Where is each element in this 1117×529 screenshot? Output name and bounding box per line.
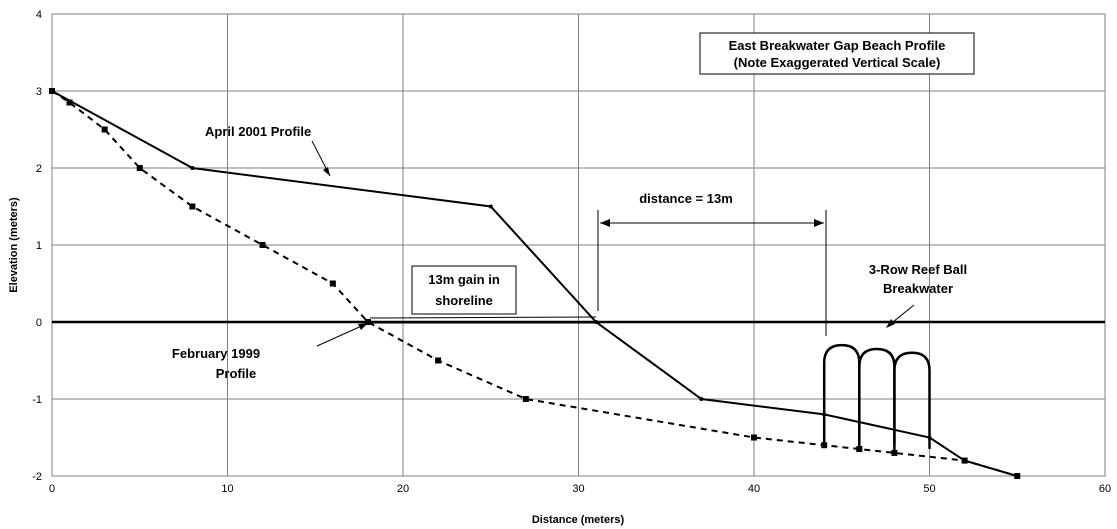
distance-left-arrowhead [600,219,610,227]
april-2001-label: April 2001 Profile [205,124,311,139]
shoreline-gain-callout: 13m gain in shoreline [369,265,597,319]
title-box-border [699,32,975,75]
distance-right-arrowhead [814,219,824,227]
february-1999-point [329,280,336,287]
feb-callout-arrowhead [358,323,368,330]
gain-bracket-upper-line [369,316,597,319]
february-1999-point [751,434,757,441]
april-profile-callout: April 2001 Profile [205,124,331,177]
reef-ball-1 [822,343,861,446]
feb-1999-label-line-2: Profile [216,366,256,381]
y-axis-title: Elevation (meters) [8,197,20,293]
february-1999-point [66,99,73,106]
april-callout-arrowhead [323,167,330,176]
x-tick-label: 30 [572,483,584,495]
plot-area-border [51,13,1106,477]
y-tick-label: -1 [32,394,42,406]
x-tick-label: 0 [49,483,55,495]
x-tick-label: 60 [1099,483,1111,495]
distance-label: distance = 13m [639,191,733,206]
reef-label-line-2: Breakwater [883,281,953,296]
feb-callout-line [316,323,367,347]
feb-1999-label-line-1: February 1999 [172,346,260,361]
title-line-1: East Breakwater Gap Beach Profile [729,38,946,53]
february-1999-point [101,126,108,133]
april-2001-point [822,412,827,417]
april-2001-point [488,204,493,209]
reef-callout-arrowhead [886,319,895,328]
tick-labels: 0 10 20 30 40 50 60 -2 -1 0 1 2 3 4 [32,9,1111,495]
y-tick-label: 4 [36,9,42,21]
reef-ball-3 [893,351,931,453]
february-1999-point [891,449,898,456]
x-tick-label: 20 [397,483,409,495]
zero-line-layer [52,320,1105,324]
x-tick-label: 40 [748,483,760,495]
x-tick-label: 50 [923,483,935,495]
distance-dimension: distance = 13m [597,191,827,336]
y-tick-label: 2 [36,163,42,175]
february-1999-profile-line [51,90,1018,477]
title-box: East Breakwater Gap Beach Profile (Note … [699,32,975,75]
february-1999-point [1014,473,1021,479]
feb-profile-callout: February 1999 Profile [172,323,368,381]
gain-label-line-2: shoreline [435,293,493,308]
february-1999-point [189,203,196,210]
y-tick-label: 1 [36,240,42,252]
reef-label-line-1: 3-Row Reef Ball [869,262,967,277]
y-tick-label: 0 [36,317,42,329]
reef-ball-2 [858,347,896,450]
february-1999-point [259,242,266,248]
february-1999-point [961,457,968,464]
april-2001-point [594,320,599,324]
marker-layer [49,88,1021,479]
x-axis-title: Distance (meters) [532,514,625,526]
february-1999-point [821,442,828,449]
april-2001-point [190,166,195,170]
y-tick-label: -2 [32,471,42,483]
february-1999-point [49,88,55,94]
april-2001-point [699,397,704,401]
title-line-2: (Note Exaggerated Vertical Scale) [734,55,941,70]
gain-label-box [411,265,517,315]
february-1999-point [435,357,442,364]
february-1999-point [136,165,143,171]
reef-ball-breakwater-shapes [822,343,931,453]
february-1999-point [522,396,529,402]
april-2001-point [927,435,932,440]
february-1999-point [364,319,371,325]
x-tick-label: 10 [221,483,233,495]
y-tick-label: 3 [36,86,42,98]
reef-ball-callout: 3-Row Reef Ball Breakwater [869,262,967,328]
february-1999-point [856,446,863,453]
gain-label-line-1: 13m gain in [428,272,500,287]
